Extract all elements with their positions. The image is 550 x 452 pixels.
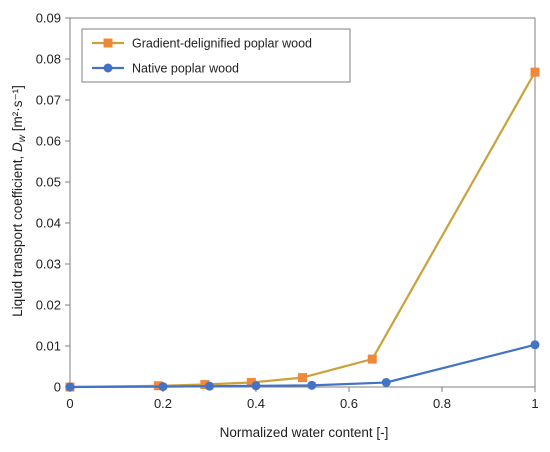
y-tick-label: 0.08 <box>36 52 61 67</box>
data-point-circle <box>251 381 261 391</box>
series-line <box>69 71 536 389</box>
y-tick-label: 0.04 <box>36 216 61 231</box>
data-point-square <box>530 67 540 77</box>
x-tick-label: 0.8 <box>433 396 451 411</box>
legend-marker-square <box>103 38 113 48</box>
legend-item-1: Gradient-delignified poplar wood <box>92 37 312 51</box>
legend-label: Gradient-delignified poplar wood <box>132 37 312 51</box>
plot-area <box>69 17 536 388</box>
y-axis-title-unit: [m²·s⁻¹] <box>10 85 25 135</box>
y-tick-label: 0.03 <box>36 257 61 272</box>
axes: 0 0.2 0.4 0.6 0.8 1 0 0.01 0.02 0.03 0.04 0.05 0.06 0… <box>36 11 539 412</box>
y-tick-label: 0.02 <box>36 298 61 313</box>
y-axis-title-symbol: D <box>10 142 25 152</box>
legend: Gradient-delignified poplar wood Native p… <box>81 28 351 83</box>
legend-marker-circle <box>103 63 113 73</box>
y-tick-label: 0 <box>54 380 61 395</box>
legend-item-2: Native poplar wood <box>92 62 239 76</box>
data-point-square <box>246 377 256 387</box>
x-tick-label: 0.6 <box>340 396 358 411</box>
x-tick-label: 0 <box>66 396 73 411</box>
y-tick-label: 0.06 <box>36 134 61 149</box>
data-point-circle <box>158 382 168 392</box>
x-tick-label: 1 <box>531 396 538 411</box>
x-axis-title: Normalized water content [-] <box>220 425 389 440</box>
data-point-circle <box>205 381 214 391</box>
series-layer <box>65 67 540 392</box>
data-point-circle <box>65 382 75 392</box>
data-point-circle <box>381 377 391 387</box>
series-2 <box>65 340 540 392</box>
y-tick-label: 0.01 <box>36 339 61 354</box>
data-point-square <box>367 354 377 364</box>
y-axis-title: Liquid transport coefficient, Dw [m²·s⁻¹… <box>10 85 28 317</box>
data-point-square <box>298 373 307 383</box>
y-axis-title-prefix: Liquid transport coefficient, <box>10 152 25 317</box>
x-tick-label: 0.4 <box>247 396 265 411</box>
data-point-square <box>200 380 210 390</box>
legend-box <box>81 28 351 83</box>
y-tick-label: 0.07 <box>36 93 61 108</box>
series-1 <box>65 67 540 392</box>
legend-label: Native poplar wood <box>132 62 239 76</box>
y-tick-label: 0.05 <box>36 175 61 190</box>
x-tick-label: 0.2 <box>154 396 172 411</box>
data-point-circle <box>307 380 317 390</box>
y-tick-label: 0.09 <box>36 11 61 26</box>
data-point-circle <box>530 340 540 350</box>
plot-frame <box>69 17 536 388</box>
y-axis-title-subscript: w <box>17 134 28 142</box>
